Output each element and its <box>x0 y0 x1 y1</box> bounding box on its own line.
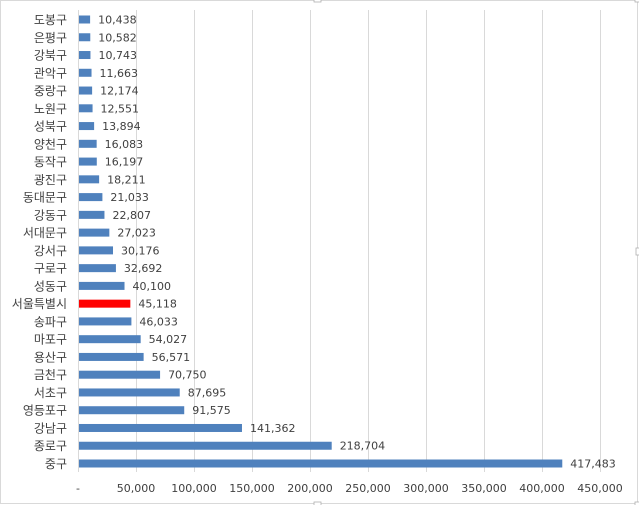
category-label: 금천구 <box>34 367 67 382</box>
data-label: 417,483 <box>570 458 616 471</box>
bar[interactable] <box>79 175 100 184</box>
bar[interactable] <box>79 210 105 219</box>
category-label: 동작구 <box>34 155 67 169</box>
category-label: 용산구 <box>34 350 67 364</box>
category-label: 양천구 <box>34 136 67 151</box>
category-label: 동대문구 <box>23 191 67 205</box>
x-tick-label: 300,000 <box>403 482 449 495</box>
x-tick-label: 150,000 <box>229 482 275 495</box>
bar[interactable] <box>79 86 93 95</box>
bar[interactable] <box>79 317 132 326</box>
bar[interactable] <box>79 193 103 202</box>
bar[interactable] <box>79 68 92 77</box>
category-label: 강동구 <box>34 208 67 222</box>
category-label: 강남구 <box>34 421 67 435</box>
bar[interactable] <box>79 406 185 415</box>
data-label: 70,750 <box>168 369 207 382</box>
gridlines <box>78 10 601 472</box>
data-label: 13,894 <box>102 120 140 133</box>
x-tick-label: 250,000 <box>345 482 391 495</box>
category-label: 종로구 <box>34 439 67 453</box>
data-label: 46,033 <box>139 315 178 328</box>
category-label: 강북구 <box>34 49 67 63</box>
data-label: 27,023 <box>117 227 156 240</box>
data-label: 40,100 <box>133 280 172 293</box>
bar[interactable] <box>79 104 93 113</box>
data-label: 12,174 <box>100 85 139 98</box>
category-label: 도봉구 <box>34 13 67 27</box>
data-label: 10,743 <box>98 49 137 62</box>
x-tick-label: 350,000 <box>461 482 507 495</box>
data-label: 10,582 <box>98 31 136 44</box>
data-label: 16,197 <box>105 156 143 169</box>
x-tick-label: 450,000 <box>577 482 623 495</box>
data-label: 91,575 <box>192 404 231 417</box>
x-tick-label: 100,000 <box>171 482 217 495</box>
category-labels: 도봉구은평구강북구관악구중랑구노원구성북구양천구동작구광진구동대문구강동구서대문… <box>12 13 67 471</box>
category-label: 마포구 <box>34 333 67 347</box>
data-label: 30,176 <box>121 244 159 257</box>
bar[interactable] <box>79 441 332 450</box>
data-labels: 10,438 10,582 10,743 11,663 12,174 12,551 13,8… <box>98 14 616 471</box>
data-label: 56,571 <box>152 351 191 364</box>
category-label: 서대문구 <box>23 226 67 240</box>
bar[interactable] <box>79 15 91 24</box>
data-label: 10,438 <box>98 14 137 27</box>
bar[interactable] <box>79 352 144 361</box>
category-label: 은평구 <box>34 31 67 45</box>
x-tick-label: 400,000 <box>519 482 565 495</box>
bar[interactable] <box>79 157 97 166</box>
data-label: 141,362 <box>250 422 296 435</box>
data-label: 45,118 <box>138 298 177 311</box>
data-label: 16,083 <box>105 138 144 151</box>
data-label: 21,033 <box>110 191 149 204</box>
bar[interactable] <box>79 51 91 60</box>
category-label: 중랑구 <box>34 84 67 98</box>
data-label: 87,695 <box>188 386 227 399</box>
data-label: 54,027 <box>149 333 188 346</box>
bar[interactable] <box>79 33 91 42</box>
x-axis-tick-labels: - 50,000 100,000 150,000 200,000 250,000 300,0… <box>76 482 623 495</box>
resize-handle-top-right[interactable] <box>634 0 639 3</box>
bar[interactable] <box>79 122 95 131</box>
bars <box>79 15 563 468</box>
category-label: 구로구 <box>34 262 67 276</box>
data-label: 32,692 <box>124 262 163 275</box>
bar[interactable] <box>79 388 180 397</box>
bar[interactable] <box>79 228 110 237</box>
bar[interactable] <box>79 281 125 290</box>
category-label: 중구 <box>45 457 67 471</box>
x-tick-label: - <box>76 482 80 495</box>
data-label: 12,551 <box>101 102 140 115</box>
bar-highlight[interactable] <box>79 299 131 308</box>
category-label: 서초구 <box>34 386 67 400</box>
data-label: 218,704 <box>340 440 386 453</box>
resize-handle-top[interactable] <box>313 0 322 3</box>
data-label: 11,663 <box>100 67 139 80</box>
category-label: 영등포구 <box>23 404 67 418</box>
x-tick-label: 200,000 <box>287 482 333 495</box>
category-label: 서울특별시 <box>12 297 67 311</box>
category-label: 성북구 <box>34 120 67 134</box>
category-label: 강서구 <box>34 244 67 258</box>
category-label: 송파구 <box>34 315 67 329</box>
bar[interactable] <box>79 246 114 255</box>
x-tick-label: 50,000 <box>117 482 156 495</box>
category-label: 관악구 <box>34 66 67 80</box>
bar[interactable] <box>79 459 563 468</box>
bar[interactable] <box>79 139 97 148</box>
category-label: 광진구 <box>34 173 67 187</box>
data-label: 18,211 <box>107 173 145 186</box>
bar[interactable] <box>79 370 161 379</box>
category-label: 노원구 <box>34 102 67 116</box>
resize-handle-right[interactable] <box>635 247 639 256</box>
bar[interactable] <box>79 423 242 432</box>
category-label: 성동구 <box>34 279 67 293</box>
bar[interactable] <box>79 264 116 273</box>
bar[interactable] <box>79 335 141 344</box>
data-label: 22,807 <box>112 209 150 222</box>
